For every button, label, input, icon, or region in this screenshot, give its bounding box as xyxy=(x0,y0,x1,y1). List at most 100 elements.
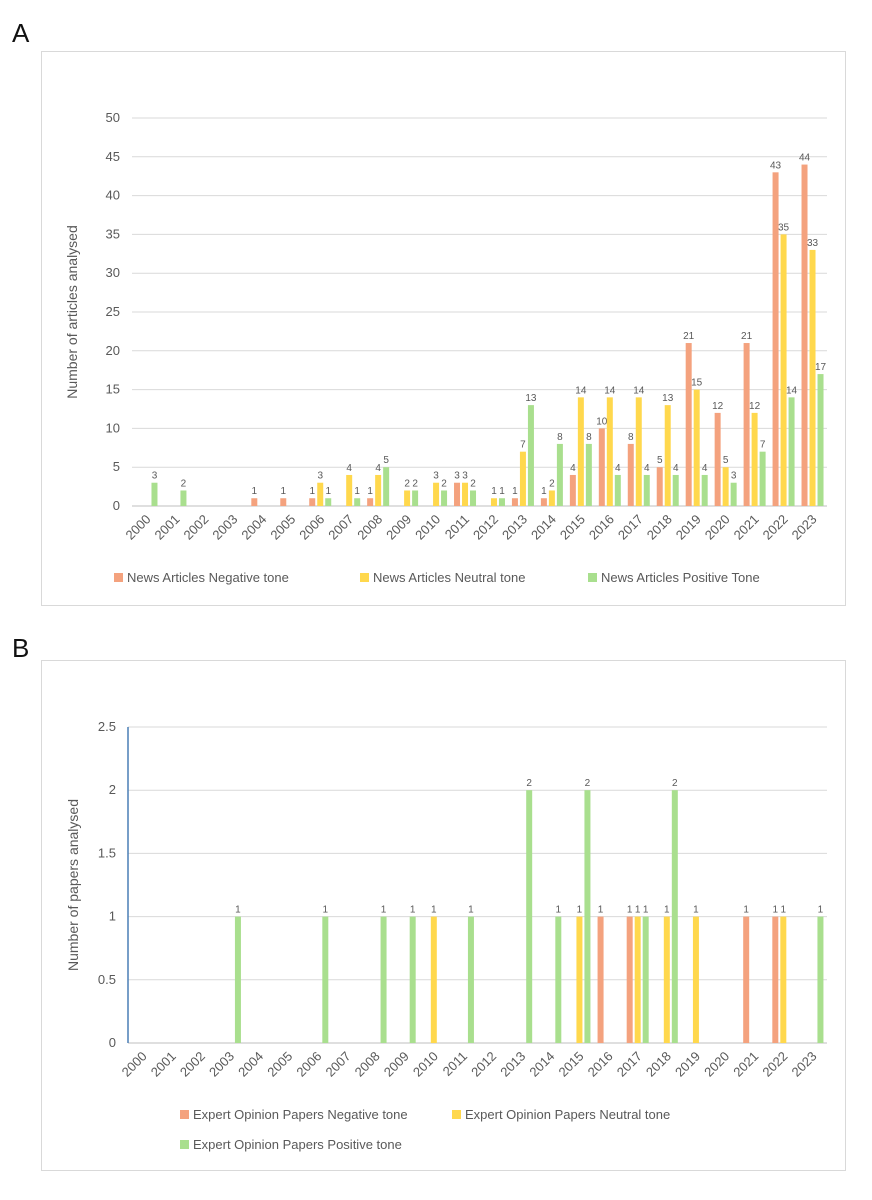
data-label: 1 xyxy=(818,905,824,916)
data-label: 1 xyxy=(664,905,670,916)
x-tick-label: 2017 xyxy=(615,512,646,543)
x-tick-label: 2012 xyxy=(470,512,501,543)
data-label: 1 xyxy=(499,486,505,497)
y-tick-label: 0 xyxy=(113,498,120,513)
bar-positive-2023 xyxy=(817,916,824,1043)
x-tick-label: 2022 xyxy=(759,1049,790,1080)
legend-label-negative: News Articles Negative tone xyxy=(127,570,289,585)
x-tick-label: 2009 xyxy=(381,1049,412,1080)
y-tick-label: 20 xyxy=(106,343,120,358)
y-tick-label: 25 xyxy=(106,304,120,319)
bar-negative-2015 xyxy=(569,474,576,506)
bar-positive-2007 xyxy=(354,498,361,506)
data-label: 3 xyxy=(152,471,158,482)
x-tick-label: 2007 xyxy=(323,1049,354,1080)
data-label: 1 xyxy=(627,905,633,916)
data-label: 3 xyxy=(731,471,737,482)
data-label: 1 xyxy=(693,905,699,916)
x-tick-label: 2015 xyxy=(556,1049,587,1080)
bar-negative-2004 xyxy=(251,498,258,506)
bar-neutral-2019 xyxy=(692,916,699,1043)
data-label: 14 xyxy=(575,385,587,396)
bar-positive-2016 xyxy=(614,474,621,506)
y-tick-label: 2.5 xyxy=(98,719,116,734)
data-label: 1 xyxy=(325,486,331,497)
x-tick-label: 2010 xyxy=(412,512,443,543)
panel-b-letter: B xyxy=(12,633,30,663)
data-label: 2 xyxy=(526,778,532,789)
bar-neutral-2010 xyxy=(430,916,437,1043)
data-label: 2 xyxy=(672,778,678,789)
data-label: 4 xyxy=(570,463,576,474)
bar-positive-2020 xyxy=(730,482,737,506)
bar-positive-2013 xyxy=(526,790,533,1043)
x-tick-label: 2003 xyxy=(209,512,240,543)
x-tick-label: 2010 xyxy=(410,1049,441,1080)
bar-positive-2018 xyxy=(672,474,679,506)
data-label: 1 xyxy=(280,486,286,497)
data-label: 1 xyxy=(556,905,562,916)
data-label: 1 xyxy=(781,905,787,916)
x-tick-label: 2000 xyxy=(119,1049,150,1080)
bar-neutral-2018 xyxy=(664,405,671,506)
data-label: 33 xyxy=(807,238,819,249)
y-tick-label: 2 xyxy=(109,782,116,797)
bar-neutral-2013 xyxy=(519,451,526,506)
chart-b-frame: 0 0.5 1 1.5 2 2.5 Number of papers analysed 1 1 1… xyxy=(41,660,846,1171)
data-label: 7 xyxy=(520,440,526,451)
y-tick-label: 40 xyxy=(106,188,120,203)
y-tick-label: 0.5 xyxy=(98,972,116,987)
legend-label-neutral: News Articles Neutral tone xyxy=(373,570,525,585)
x-tick-label: 2016 xyxy=(585,1049,616,1080)
data-label: 13 xyxy=(525,393,537,404)
x-tick-label: 2004 xyxy=(235,1049,266,1080)
data-label: 8 xyxy=(628,432,634,443)
bar-neutral-2015 xyxy=(576,916,583,1043)
data-label: 3 xyxy=(454,471,460,482)
data-label: 1 xyxy=(367,486,373,497)
bar-positive-2000 xyxy=(151,482,158,506)
bar-positive-2011 xyxy=(470,490,477,506)
data-label: 13 xyxy=(662,393,674,404)
y-tick-label: 30 xyxy=(106,265,120,280)
x-tick-label: 2008 xyxy=(354,512,385,543)
x-tick-label: 2020 xyxy=(702,512,733,543)
bar-positive-2014 xyxy=(556,443,563,506)
bar-neutral-2010 xyxy=(433,482,440,506)
x-tick-label: 2017 xyxy=(614,1049,645,1080)
data-label: 10 xyxy=(596,416,608,427)
data-label: 2 xyxy=(404,478,410,489)
data-label: 5 xyxy=(383,455,389,466)
x-tick-label: 2014 xyxy=(528,512,559,543)
x-tick-label: 2023 xyxy=(789,1049,820,1080)
bar-neutral-2023 xyxy=(809,249,816,507)
data-label: 43 xyxy=(770,160,782,171)
data-label: 35 xyxy=(778,222,790,233)
bar-neutral-2009 xyxy=(404,490,411,506)
y-tick-label: 1 xyxy=(109,909,116,924)
legend-swatch-negative xyxy=(114,573,123,582)
x-tick-label: 2006 xyxy=(296,512,327,543)
bar-positive-2015 xyxy=(585,443,592,506)
bar-negative-2016 xyxy=(598,428,605,506)
bar-positive-2011 xyxy=(467,916,474,1043)
legend-swatch-neutral xyxy=(360,573,369,582)
x-tick-label: 2014 xyxy=(526,1049,557,1080)
bar-positive-2023 xyxy=(817,374,824,506)
bar-negative-2019 xyxy=(685,343,692,506)
legend-label-neutral: Expert Opinion Papers Neutral tone xyxy=(465,1107,670,1122)
panel-a-letter: A xyxy=(12,18,30,48)
x-tick-label: 2011 xyxy=(440,1049,470,1079)
bar-neutral-2007 xyxy=(346,474,353,506)
y-tick-label: 5 xyxy=(113,459,120,474)
data-label: 14 xyxy=(604,385,616,396)
data-label: 14 xyxy=(633,385,645,396)
bar-positive-2006 xyxy=(322,916,329,1043)
x-tick-label: 2012 xyxy=(468,1049,499,1080)
x-tick-label: 2020 xyxy=(701,1049,732,1080)
data-label: 1 xyxy=(598,905,604,916)
data-label: 1 xyxy=(381,905,387,916)
legend-label-positive: News Articles Positive Tone xyxy=(601,570,760,585)
data-label: 2 xyxy=(412,478,418,489)
